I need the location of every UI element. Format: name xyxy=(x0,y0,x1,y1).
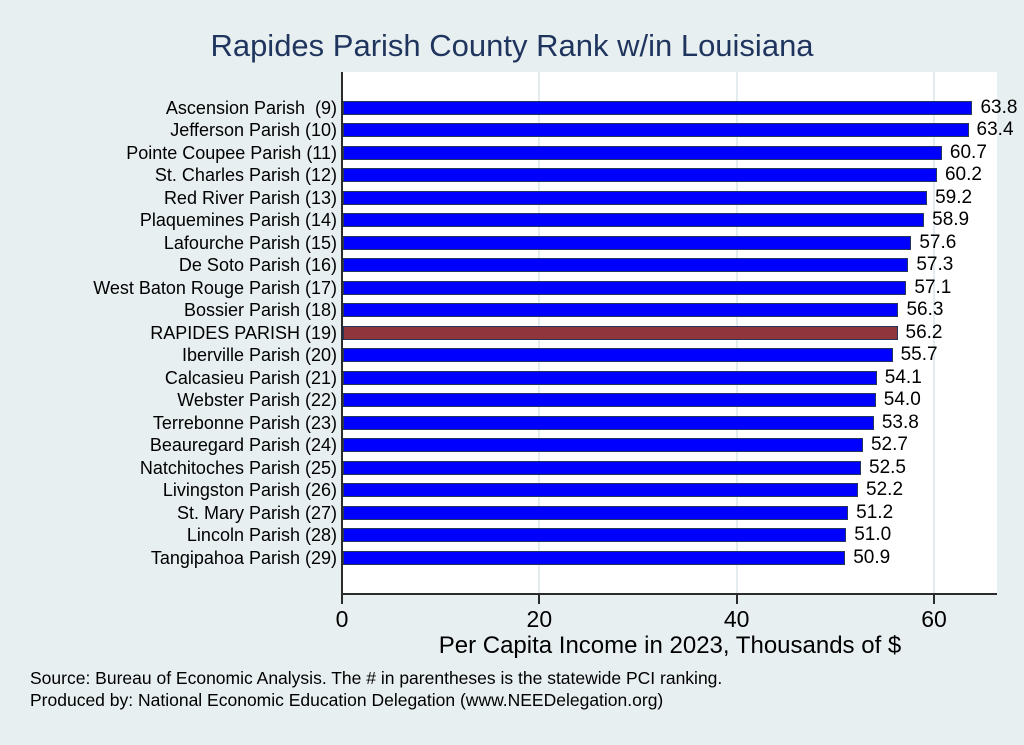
value-label: 63.4 xyxy=(976,119,1014,140)
category-label: West Baton Rouge Parish (17) xyxy=(93,277,337,298)
category-label: Lincoln Parish (28) xyxy=(186,525,337,545)
x-axis-title: Per Capita Income in 2023, Thousands of … xyxy=(438,632,902,659)
footnote-produced-line: Produced by: National Economic Education… xyxy=(30,689,664,710)
x-tick-label: 0 xyxy=(335,606,349,632)
bar xyxy=(343,100,973,115)
x-tick-mark xyxy=(735,595,738,604)
x-tick-label: 20 xyxy=(526,606,553,632)
value-label: 59.2 xyxy=(935,186,973,208)
value-label: 54.1 xyxy=(884,366,922,388)
value-label: 56.3 xyxy=(906,299,944,320)
x-tick-mark xyxy=(538,595,541,604)
x-tick-mark xyxy=(933,595,935,604)
bar xyxy=(343,280,907,295)
category-label: St. Mary Parish (27) xyxy=(176,502,337,523)
value-label: 52.5 xyxy=(869,456,906,478)
bar xyxy=(343,123,969,137)
bar xyxy=(343,393,876,407)
bar xyxy=(343,370,877,385)
bar xyxy=(343,213,925,227)
category-label: Beauregard Parish (24) xyxy=(149,435,337,455)
bar xyxy=(343,483,859,497)
value-label: 50.9 xyxy=(853,546,891,568)
category-label: Lafourche Parish (15) xyxy=(163,232,337,253)
category-label: Iberville Parish (20) xyxy=(181,345,337,365)
category-label: Tangipahoa Parish (29) xyxy=(150,547,337,568)
value-label: 53.8 xyxy=(881,411,919,433)
category-label: De Soto Parish (16) xyxy=(178,255,337,275)
bar-highlighted xyxy=(343,325,898,340)
bar xyxy=(343,168,937,182)
value-label: 52.2 xyxy=(866,479,904,500)
chart-footnote: Source: Bureau of Economic Analysis. The… xyxy=(30,668,722,711)
bar xyxy=(343,505,849,520)
category-label: Calcasieu Parish (21) xyxy=(164,367,337,388)
bar xyxy=(343,190,928,205)
value-label: 52.7 xyxy=(870,434,908,455)
category-label: Red River Parish (13) xyxy=(163,187,337,208)
bar xyxy=(343,303,899,317)
category-label: St. Charles Parish (12) xyxy=(154,165,337,185)
bar xyxy=(343,258,909,272)
value-label: 60.2 xyxy=(944,164,982,185)
category-label: Ascension Parish (9) xyxy=(165,97,337,118)
category-label: Plaquemines Parish (14) xyxy=(139,210,337,230)
category-label: Webster Parish (22) xyxy=(177,390,337,410)
value-label: 57.1 xyxy=(914,276,952,298)
value-label: 51.0 xyxy=(854,524,892,545)
category-label: Livingston Parish (26) xyxy=(162,480,337,500)
value-label: 57.6 xyxy=(919,231,957,253)
value-label: 51.2 xyxy=(856,501,894,523)
x-tick-label: 60 xyxy=(921,606,947,632)
bar xyxy=(343,550,846,565)
gridline-x60 xyxy=(933,72,935,593)
bar xyxy=(343,415,874,430)
category-label: Jefferson Parish (10) xyxy=(170,120,337,140)
category-label: Terrebonne Parish (23) xyxy=(152,412,337,433)
bar xyxy=(343,460,861,475)
value-label: 57.3 xyxy=(916,254,954,275)
bar xyxy=(343,235,912,250)
bar xyxy=(343,145,942,160)
value-label: 54.0 xyxy=(883,389,921,410)
value-label: 60.7 xyxy=(949,141,987,163)
x-tick-label: 40 xyxy=(723,606,750,632)
y-axis-line xyxy=(341,72,343,595)
x-tick-mark xyxy=(341,595,343,604)
bar xyxy=(343,438,863,452)
value-label: 58.9 xyxy=(932,209,970,230)
x-axis-line xyxy=(341,593,997,595)
chart-title: Rapides Parish County Rank w/in Louisian… xyxy=(210,28,814,63)
category-label: Bossier Parish (18) xyxy=(183,300,337,320)
footnote-source-line: Source: Bureau of Economic Analysis. The… xyxy=(30,668,723,688)
category-label: Natchitoches Parish (25) xyxy=(139,457,337,478)
value-label: 63.8 xyxy=(980,96,1018,118)
value-label: 55.7 xyxy=(900,344,938,365)
category-label: Pointe Coupee Parish (11) xyxy=(126,142,337,163)
bar xyxy=(343,348,893,362)
bar xyxy=(343,528,847,542)
value-label: 56.2 xyxy=(905,321,943,343)
category-label: RAPIDES PARISH (19) xyxy=(150,322,337,343)
